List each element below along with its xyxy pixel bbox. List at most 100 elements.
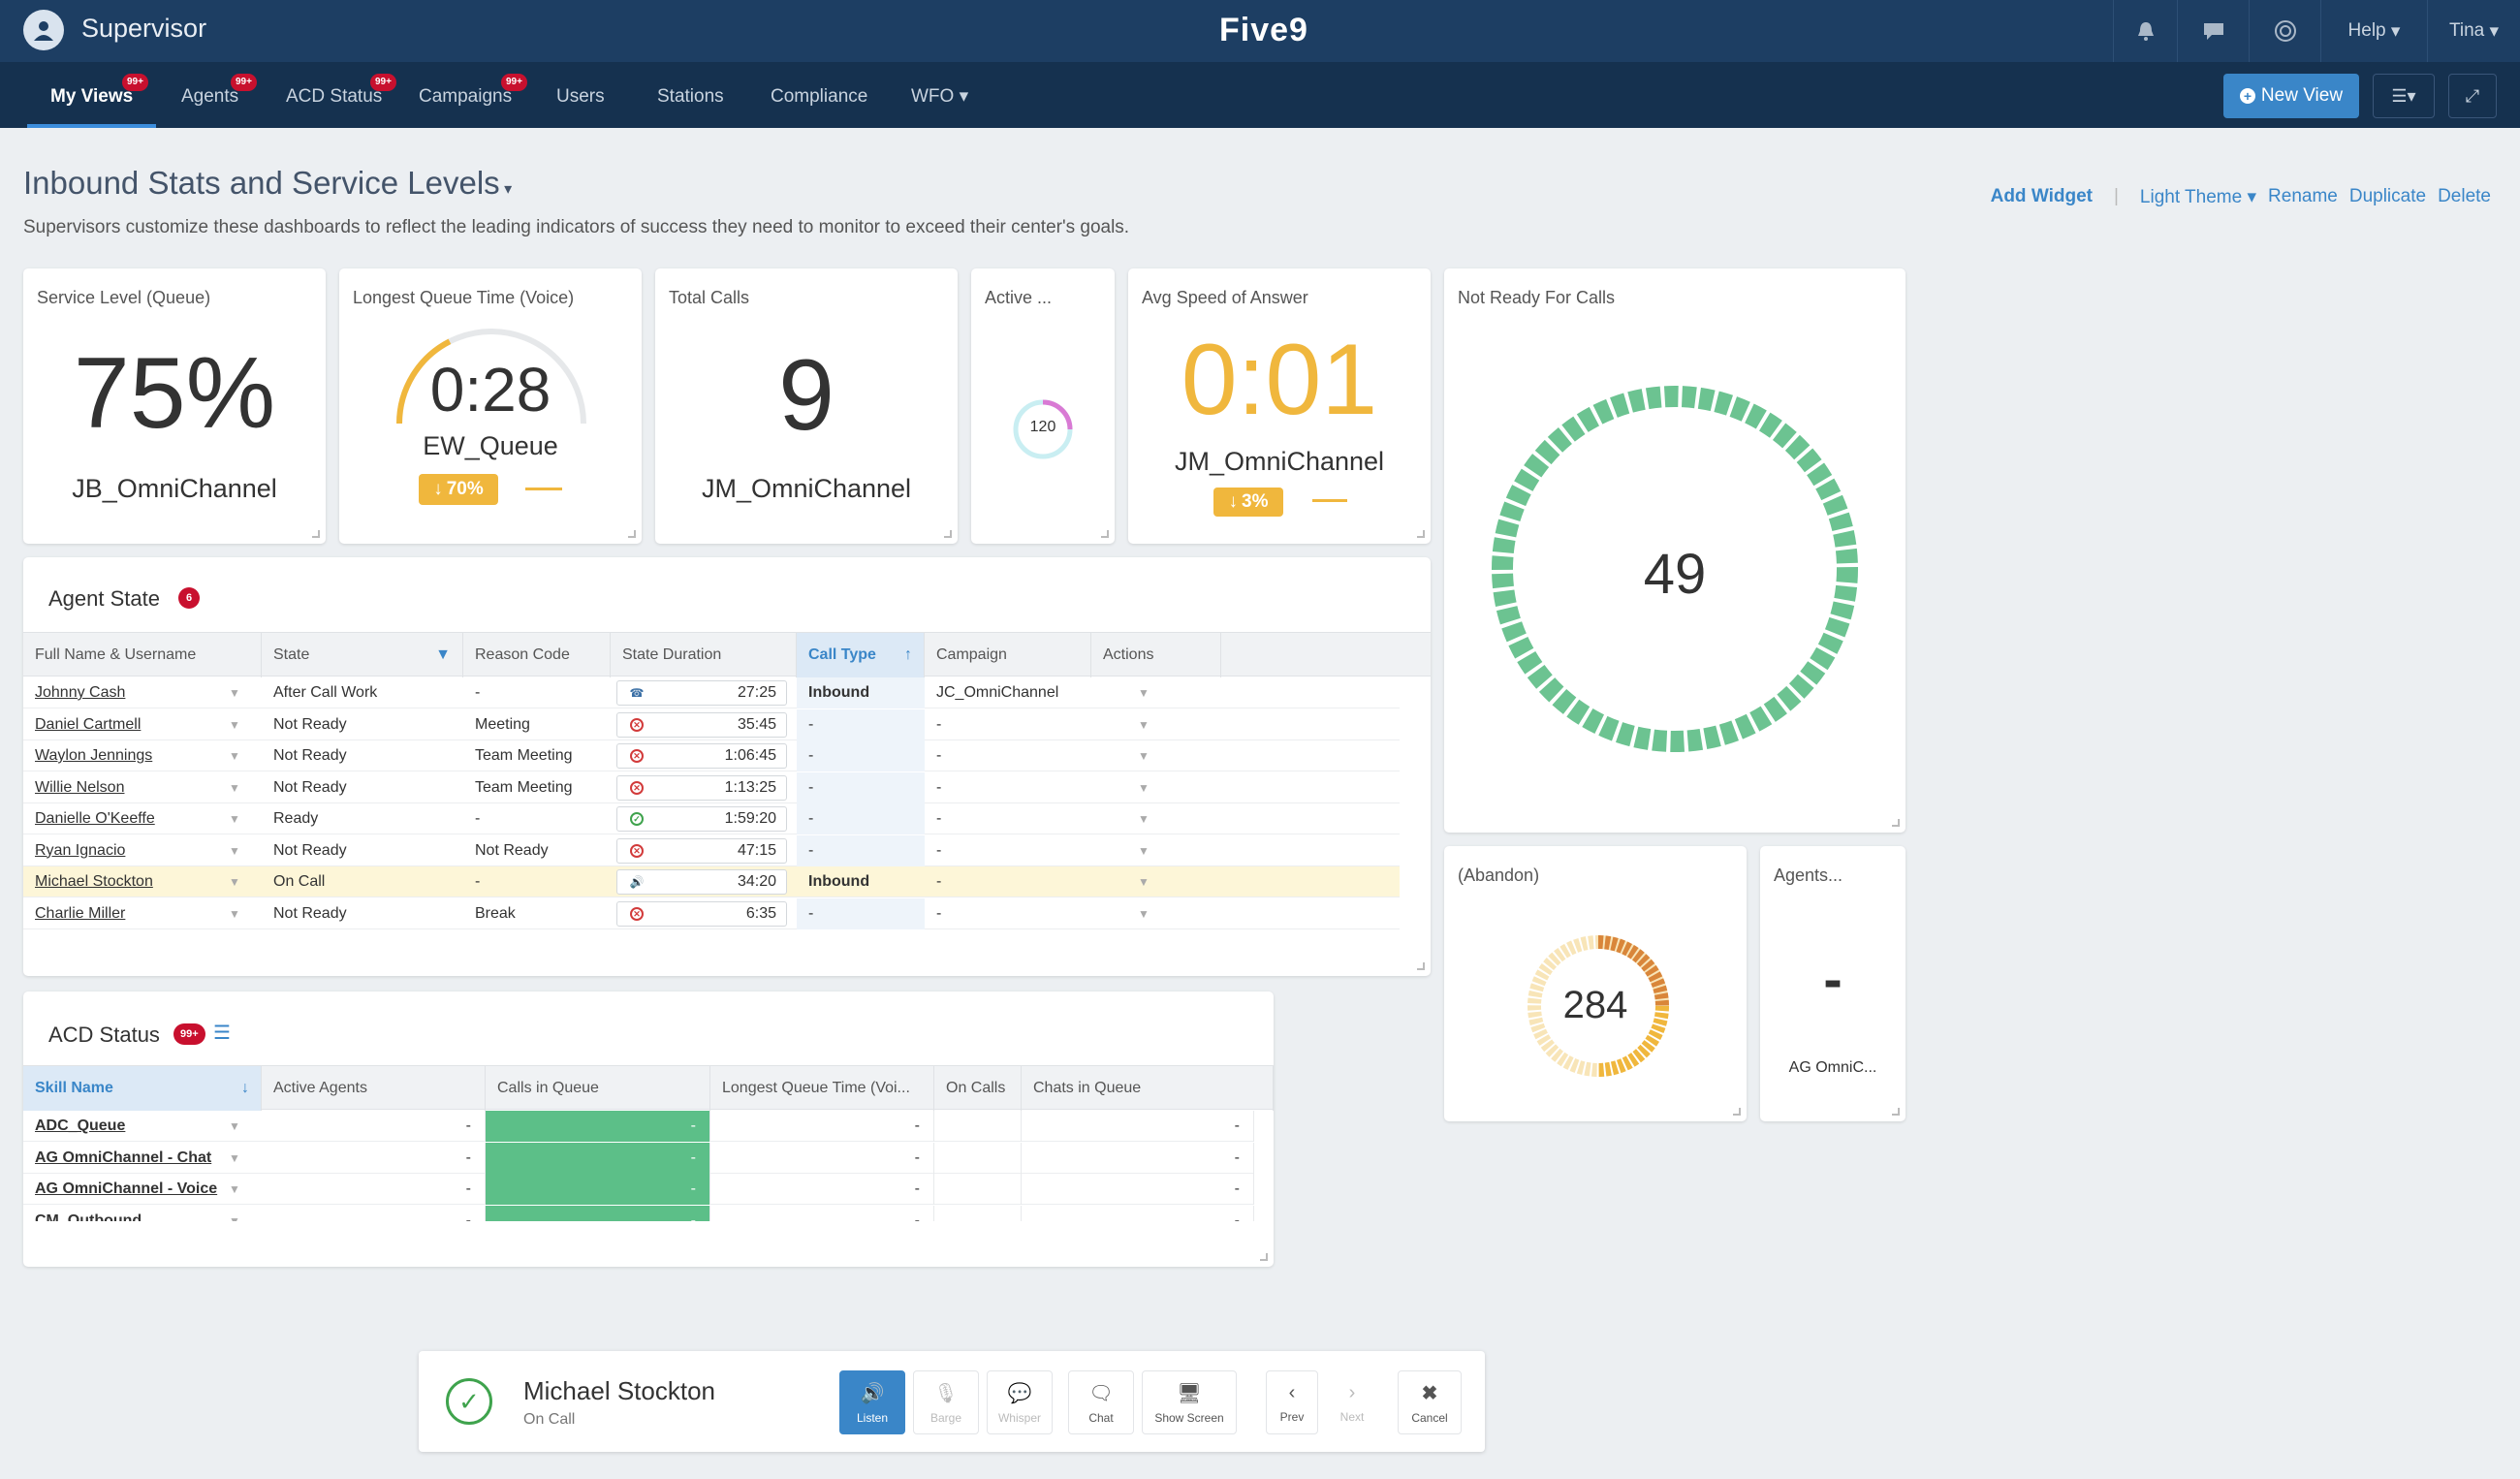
col-calls-in-queue[interactable]: Calls in Queue bbox=[486, 1066, 710, 1111]
resize-handle[interactable] bbox=[312, 530, 320, 538]
table-row[interactable]: Ryan Ignacio ▼ Not Ready Not Ready ✕ 47:15 - - ▼ bbox=[23, 834, 1400, 866]
add-widget-link[interactable]: Add Widget bbox=[1990, 186, 2093, 206]
resize-handle[interactable] bbox=[1417, 530, 1425, 538]
whisper-button[interactable]: 💬 Whisper bbox=[987, 1370, 1053, 1434]
resize-handle[interactable] bbox=[1260, 1253, 1268, 1261]
fullscreen-button[interactable]: ⤢ bbox=[2448, 74, 2497, 118]
actions-dropdown-icon[interactable]: ▼ bbox=[1138, 749, 1150, 763]
tab-stations[interactable]: Stations bbox=[657, 62, 724, 128]
tab-acd-status[interactable]: ACD Status bbox=[286, 62, 382, 128]
actions-dropdown-icon[interactable]: ▼ bbox=[1138, 843, 1150, 858]
col-skill-name[interactable]: Skill Name ↓ bbox=[23, 1066, 262, 1111]
user-avatar-icon[interactable] bbox=[23, 10, 64, 50]
table-row[interactable]: Waylon Jennings ▼ Not Ready Team Meeting ✕ 1:… bbox=[23, 740, 1400, 771]
table-row[interactable]: CM_Outbound ▼ - - - - bbox=[23, 1205, 1254, 1222]
col-longest-queue[interactable]: Longest Queue Time (Voi... bbox=[710, 1066, 934, 1111]
agent-name-cell[interactable]: Charlie Miller bbox=[23, 898, 246, 929]
agent-name-cell[interactable]: Danielle O'Keeffe bbox=[23, 803, 246, 834]
user-menu[interactable]: Tina ▾ bbox=[2427, 0, 2520, 62]
actions-dropdown-icon[interactable]: ▼ bbox=[1138, 780, 1150, 795]
chevron-down-icon[interactable]: ▼ bbox=[229, 906, 240, 921]
chevron-down-icon[interactable]: ▼ bbox=[229, 843, 240, 858]
agent-name-link[interactable]: Johnny Cash bbox=[35, 684, 126, 701]
widget-abandon[interactable]: (Abandon) 284 bbox=[1444, 846, 1747, 1121]
table-row[interactable]: Charlie Miller ▼ Not Ready Break ✕ 6:35 - - ▼ bbox=[23, 897, 1400, 929]
table-row[interactable]: Daniel Cartmell ▼ Not Ready Meeting ✕ 35:45 - -… bbox=[23, 708, 1400, 740]
status-icon[interactable] bbox=[2249, 0, 2320, 62]
chevron-down-icon[interactable]: ▼ bbox=[229, 1119, 240, 1133]
cancel-button[interactable]: ✖ Cancel bbox=[1398, 1370, 1462, 1434]
table-row[interactable]: AG OmniChannel - Voice ▼ - - - - bbox=[23, 1174, 1254, 1205]
widget-not-ready[interactable]: Not Ready For Calls 49 bbox=[1444, 268, 1906, 833]
col-chats-in-queue[interactable]: Chats in Queue bbox=[1022, 1066, 1274, 1111]
chevron-down-icon[interactable]: ▼ bbox=[229, 780, 240, 795]
filter-icon[interactable]: ▼ bbox=[435, 646, 451, 663]
resize-handle[interactable] bbox=[1892, 1108, 1900, 1116]
skill-name-link[interactable]: ADC_Queue bbox=[35, 1117, 126, 1134]
agent-name-link[interactable]: Ryan Ignacio bbox=[35, 841, 126, 859]
agent-name-cell[interactable]: Johnny Cash bbox=[23, 677, 246, 708]
agent-name-cell[interactable]: Michael Stockton bbox=[23, 866, 246, 897]
prev-button[interactable]: ‹ Prev bbox=[1266, 1370, 1318, 1434]
actions-dropdown-icon[interactable]: ▼ bbox=[1138, 717, 1150, 732]
table-row[interactable]: Johnny Cash ▼ After Call Work - ☎ 27:25 Inboun… bbox=[23, 677, 1400, 708]
delete-link[interactable]: Delete bbox=[2438, 186, 2491, 206]
widget-service-level[interactable]: Service Level (Queue) 75% JB_OmniChannel bbox=[23, 268, 326, 544]
resize-handle[interactable] bbox=[1733, 1108, 1741, 1116]
page-title[interactable]: Inbound Stats and Service Levels ▾ bbox=[23, 165, 512, 202]
actions-dropdown-icon[interactable]: ▼ bbox=[1138, 906, 1150, 921]
col-state-duration[interactable]: State Duration bbox=[611, 633, 797, 677]
table-row[interactable]: ADC_Queue ▼ - - - - bbox=[23, 1111, 1254, 1142]
col-on-calls[interactable]: On Calls bbox=[934, 1066, 1022, 1111]
agent-name-link[interactable]: Danielle O'Keeffe bbox=[35, 810, 155, 827]
resize-handle[interactable] bbox=[628, 530, 636, 538]
chevron-down-icon[interactable]: ▼ bbox=[229, 812, 240, 826]
skill-name-link[interactable]: CM_Outbound bbox=[35, 1212, 142, 1222]
chat-button[interactable]: 🗨 Chat bbox=[1068, 1370, 1134, 1434]
rename-link[interactable]: Rename bbox=[2268, 186, 2338, 206]
listen-button[interactable]: 🔊 Listen bbox=[839, 1370, 905, 1434]
col-reason-code[interactable]: Reason Code bbox=[463, 633, 611, 677]
chevron-down-icon[interactable]: ▼ bbox=[229, 1182, 240, 1196]
table-row[interactable]: Willie Nelson ▼ Not Ready Team Meeting ✕ 1:13… bbox=[23, 771, 1400, 803]
tab-agents[interactable]: Agents bbox=[181, 62, 238, 128]
agent-name-link[interactable]: Daniel Cartmell bbox=[35, 715, 142, 733]
table-row[interactable]: Michael Stockton ▼ On Call - 🔊 34:20 Inbound - ▼ bbox=[23, 866, 1400, 897]
widget-agents[interactable]: Agents... - AG OmniC... bbox=[1760, 846, 1906, 1121]
next-button[interactable]: › Next bbox=[1326, 1370, 1378, 1434]
view-settings-button[interactable]: ☰▾ bbox=[2373, 74, 2435, 118]
resize-handle[interactable] bbox=[1101, 530, 1109, 538]
agent-name-link[interactable]: Willie Nelson bbox=[35, 778, 125, 796]
actions-dropdown-icon[interactable]: ▼ bbox=[1138, 812, 1150, 826]
new-view-button[interactable]: + New View bbox=[2223, 74, 2359, 118]
table-row[interactable]: Danielle O'Keeffe ▼ Ready - ✓ 1:59:20- - ▼ bbox=[23, 803, 1400, 834]
col-state[interactable]: State ▼ bbox=[262, 633, 463, 677]
tab-compliance[interactable]: Compliance bbox=[771, 62, 867, 128]
tab-users[interactable]: Users bbox=[556, 62, 605, 128]
agent-name-cell[interactable]: Ryan Ignacio bbox=[23, 835, 246, 866]
col-call-type[interactable]: Call Type ↑ bbox=[797, 633, 925, 677]
barge-button[interactable]: 🎙 Barge bbox=[913, 1370, 979, 1434]
table-row[interactable]: AG OmniChannel - Chat ▼ - - - - bbox=[23, 1142, 1254, 1174]
col-active-agents[interactable]: Active Agents bbox=[262, 1066, 486, 1111]
chevron-down-icon[interactable]: ▼ bbox=[229, 717, 240, 732]
col-campaign[interactable]: Campaign bbox=[925, 633, 1091, 677]
agent-name-cell[interactable]: Willie Nelson bbox=[23, 772, 246, 803]
widget-total-calls[interactable]: Total Calls 9 JM_OmniChannel bbox=[655, 268, 958, 544]
tab-my-views[interactable]: My Views bbox=[27, 62, 157, 128]
agent-name-link[interactable]: Charlie Miller bbox=[35, 904, 126, 922]
theme-dropdown[interactable]: Light Theme ▾ bbox=[2139, 187, 2257, 207]
agent-name-link[interactable]: Michael Stockton bbox=[35, 873, 153, 890]
agent-name-cell[interactable]: Daniel Cartmell bbox=[23, 709, 246, 740]
col-full-name[interactable]: Full Name & Username bbox=[23, 633, 262, 677]
widget-avg-speed[interactable]: Avg Speed of Answer 0:01 JM_OmniChannel … bbox=[1128, 268, 1431, 544]
help-menu[interactable]: Help ▾ bbox=[2320, 0, 2427, 62]
resize-handle[interactable] bbox=[1892, 819, 1900, 827]
widget-active[interactable]: Active ... 120 bbox=[971, 268, 1115, 544]
resize-handle[interactable] bbox=[944, 530, 952, 538]
chevron-down-icon[interactable]: ▼ bbox=[229, 1213, 240, 1222]
sliders-icon[interactable]: ☰ bbox=[213, 1023, 231, 1044]
chevron-down-icon[interactable]: ▼ bbox=[229, 875, 240, 889]
chat-bubble-icon[interactable] bbox=[2177, 0, 2249, 62]
duplicate-link[interactable]: Duplicate bbox=[2348, 186, 2427, 206]
